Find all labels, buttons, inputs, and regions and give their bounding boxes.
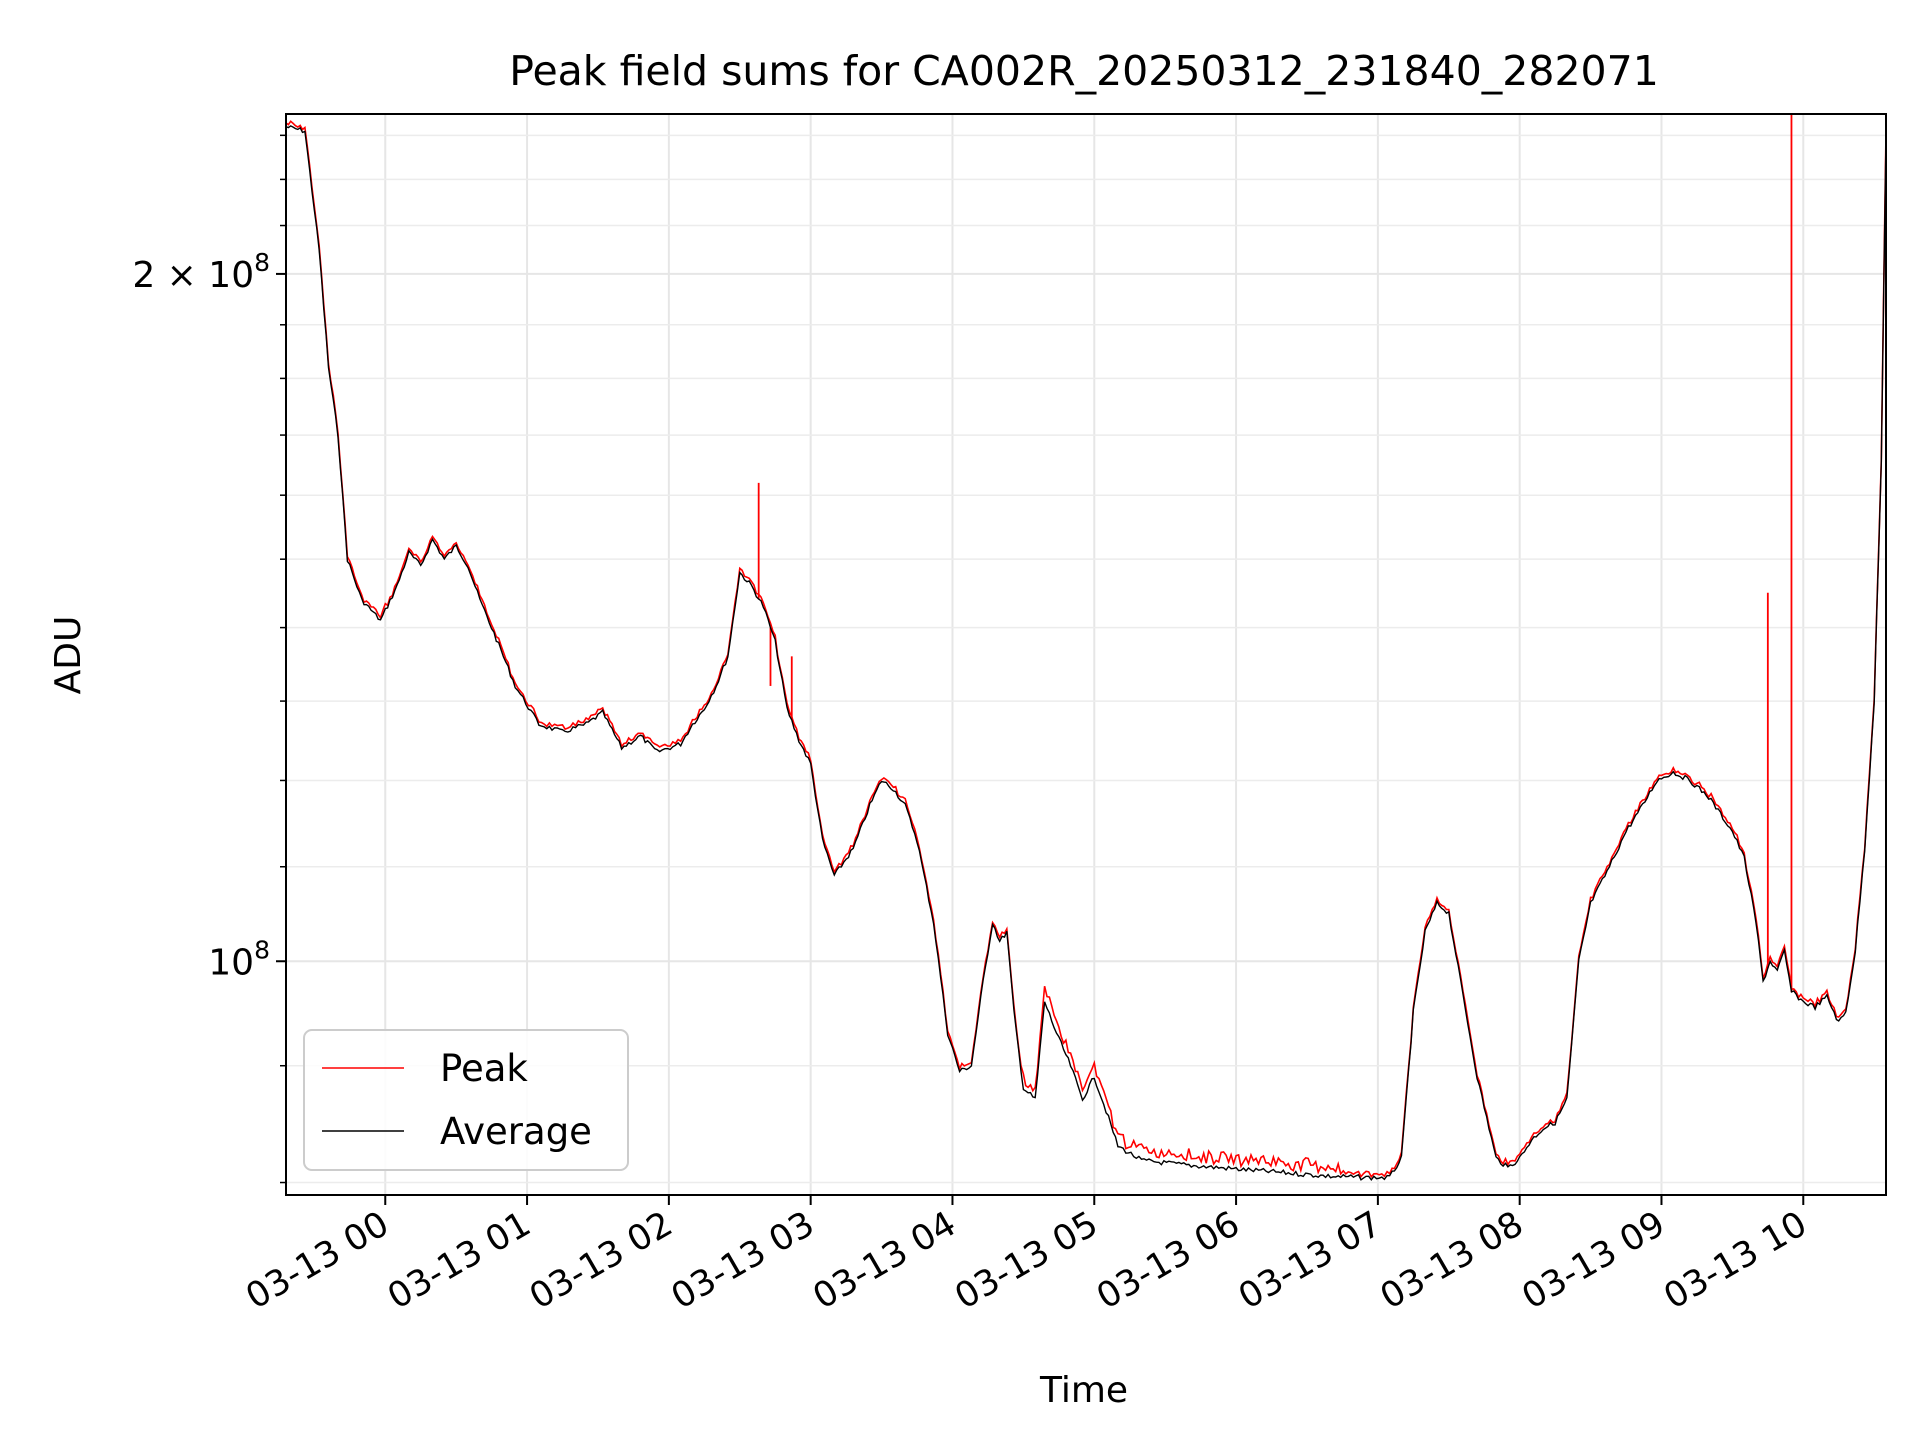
y-axis-label: ADU [48, 616, 89, 695]
x-axis-label: Time [1039, 1370, 1128, 1411]
average-line [285, 125, 1887, 1181]
grid [286, 114, 1886, 1195]
y-tick-label: 2 × 108 [132, 248, 270, 296]
average-series [285, 125, 1887, 1181]
y-axis: 2 × 108 108 [132, 134, 286, 1184]
legend: Peak Average [303, 1029, 629, 1171]
chart-title: Peak field sums for CA002R_20250312_2318… [509, 47, 1659, 95]
legend-average-label: Average [440, 1110, 592, 1153]
plot-frame [285, 113, 1887, 1196]
peak-line [285, 120, 1887, 1179]
y-tick-label: 108 [208, 935, 270, 983]
legend-peak-label: Peak [440, 1047, 528, 1090]
peak-series [285, 114, 1887, 1179]
legend-box [303, 1029, 629, 1171]
